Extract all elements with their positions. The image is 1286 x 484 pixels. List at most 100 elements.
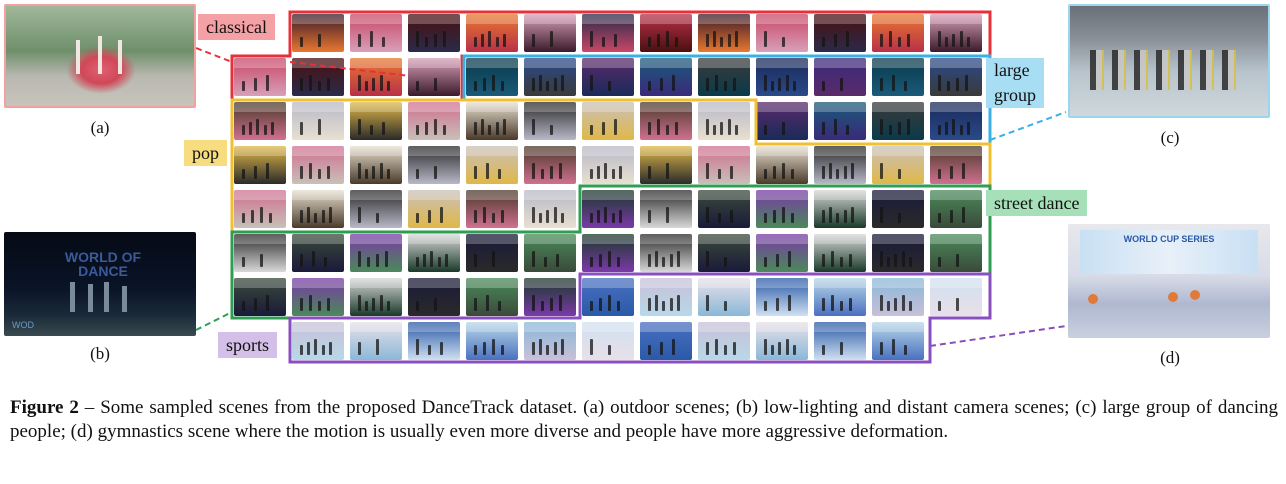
scene-thumbnail xyxy=(408,102,460,140)
scene-thumbnail xyxy=(930,102,982,140)
scene-thumbnail xyxy=(524,278,576,316)
scene-thumbnail xyxy=(756,14,808,52)
scene-thumbnail xyxy=(872,234,924,272)
scene-thumbnail xyxy=(466,58,518,96)
connector-a xyxy=(195,47,233,63)
connector-d xyxy=(929,325,1067,347)
scene-thumbnail xyxy=(814,234,866,272)
scene-thumbnail xyxy=(582,278,634,316)
scene-thumbnail xyxy=(466,14,518,52)
scene-thumbnail xyxy=(524,146,576,184)
scene-thumbnail xyxy=(756,278,808,316)
scene-thumbnail xyxy=(640,190,692,228)
scene-thumbnail xyxy=(640,234,692,272)
sample-label-d: (d) xyxy=(1160,348,1180,367)
scene-thumbnail xyxy=(872,190,924,228)
connector-c xyxy=(989,111,1067,141)
scene-thumbnail xyxy=(698,278,750,316)
scene-thumbnail xyxy=(698,234,750,272)
sample-label-a: (a) xyxy=(90,118,110,137)
scene-thumbnail xyxy=(350,278,402,316)
scene-thumbnail xyxy=(466,190,518,228)
scene-thumbnail xyxy=(698,146,750,184)
scene-thumbnail xyxy=(872,58,924,96)
scene-thumbnail xyxy=(640,58,692,96)
scene-thumbnail xyxy=(698,322,750,360)
scene-thumbnail xyxy=(524,234,576,272)
label-street-dance: street dance xyxy=(986,190,1088,216)
scene-thumbnail xyxy=(350,58,402,96)
scene-thumbnail xyxy=(872,278,924,316)
wod-banner-text: WORLD OF DANCE xyxy=(64,249,142,279)
scene-thumbnail xyxy=(814,190,866,228)
sample-image-a xyxy=(4,4,196,108)
label-sports: sports xyxy=(218,332,278,358)
scene-thumbnail xyxy=(524,14,576,52)
scene-thumbnail xyxy=(350,234,402,272)
scene-thumbnail xyxy=(524,190,576,228)
figure-caption: Figure 2 – Some sampled scenes from the … xyxy=(10,396,1278,444)
scene-thumbnail xyxy=(408,146,460,184)
scene-thumbnail xyxy=(756,322,808,360)
scene-thumbnail xyxy=(756,58,808,96)
scene-thumbnail xyxy=(408,190,460,228)
scene-thumbnail xyxy=(234,58,286,96)
region-sports-outline xyxy=(288,272,992,364)
connector-b xyxy=(195,311,233,331)
scene-thumbnail xyxy=(640,102,692,140)
scene-thumbnail xyxy=(814,146,866,184)
scene-thumbnail xyxy=(582,234,634,272)
scene-thumbnail xyxy=(292,278,344,316)
connector-lines xyxy=(195,47,1067,347)
scene-thumbnail xyxy=(756,146,808,184)
scene-thumbnail xyxy=(698,102,750,140)
scene-thumbnail xyxy=(466,146,518,184)
region-street-outline xyxy=(230,184,992,320)
scene-thumbnail xyxy=(814,102,866,140)
scene-thumbnail xyxy=(408,58,460,96)
scene-thumbnail xyxy=(640,278,692,316)
scene-thumbnail xyxy=(872,102,924,140)
scene-thumbnail xyxy=(814,58,866,96)
scene-thumbnail xyxy=(756,234,808,272)
figure: classical large group pop street dance s… xyxy=(4,4,1270,367)
scene-thumbnail xyxy=(292,102,344,140)
scene-thumbnail xyxy=(292,190,344,228)
scene-thumbnail xyxy=(408,14,460,52)
scene-thumbnail xyxy=(234,146,286,184)
region-pop-outline xyxy=(230,98,992,234)
scene-thumbnail xyxy=(466,278,518,316)
scene-thumbnail xyxy=(582,190,634,228)
scene-thumbnail xyxy=(408,322,460,360)
scene-thumbnail xyxy=(872,14,924,52)
scene-thumbnail xyxy=(292,14,344,52)
scene-thumbnail xyxy=(640,322,692,360)
scene-thumbnail xyxy=(408,234,460,272)
scene-thumbnail xyxy=(814,14,866,52)
sample-label-c: (c) xyxy=(1160,128,1180,147)
scene-thumbnail xyxy=(466,234,518,272)
scene-thumbnail xyxy=(350,190,402,228)
scene-thumbnail xyxy=(292,234,344,272)
scene-thumbnail xyxy=(524,102,576,140)
scene-thumbnail xyxy=(930,146,982,184)
scene-thumbnail xyxy=(698,190,750,228)
sample-image-b: WORLD OF DANCE WOD xyxy=(4,232,196,336)
scene-thumbnail xyxy=(350,14,402,52)
scene-thumbnail xyxy=(234,234,286,272)
wod-logo-text: WOD xyxy=(12,320,34,330)
scene-thumbnail xyxy=(930,190,982,228)
gym-banner-text: WORLD CUP SERIES xyxy=(1123,234,1215,244)
scene-thumbnail xyxy=(930,278,982,316)
scene-thumbnail xyxy=(872,146,924,184)
label-classical: classical xyxy=(198,14,275,40)
scene-thumbnail xyxy=(582,146,634,184)
scene-thumbnail xyxy=(292,322,344,360)
scene-thumbnail xyxy=(698,58,750,96)
scene-thumbnail xyxy=(350,146,402,184)
thumbnail-mosaic xyxy=(234,14,982,360)
caption-text: – Some sampled scenes from the proposed … xyxy=(10,397,1278,442)
scene-thumbnail xyxy=(466,322,518,360)
scene-thumbnail xyxy=(872,322,924,360)
scene-thumbnail xyxy=(350,322,402,360)
